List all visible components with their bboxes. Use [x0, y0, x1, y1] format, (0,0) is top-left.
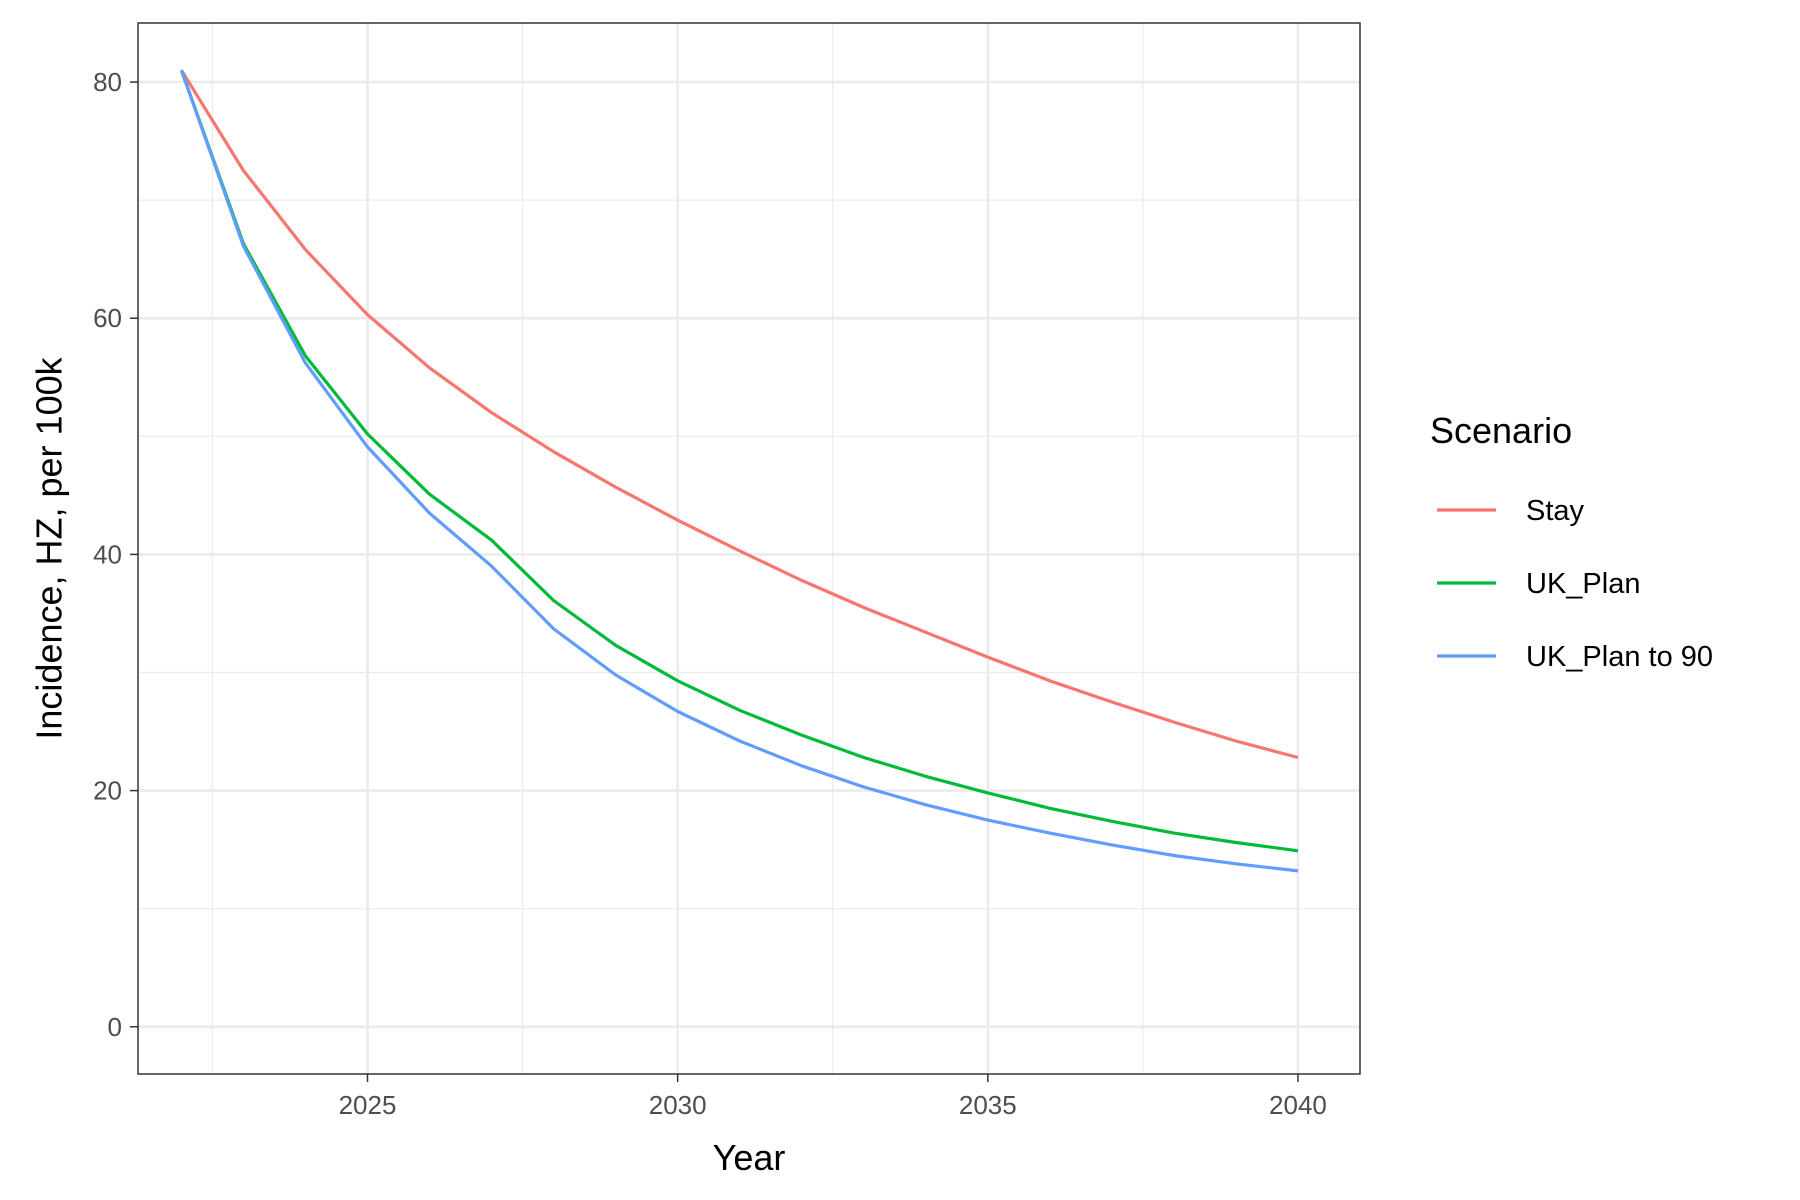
series-line-uk-plan-to-90 [179, 69, 1299, 873]
panel-border [137, 22, 1361, 1075]
y-axis: 0 20 40 60 80 [93, 67, 138, 1042]
grid-major-lines [138, 23, 1360, 1074]
legend: Scenario Stay UK_Plan UK_Plan to 90 [1430, 410, 1713, 673]
y-tick-label: 20 [93, 776, 122, 806]
x-axis-title: Year [713, 1137, 786, 1178]
y-tick-label: 60 [93, 303, 122, 333]
x-tick-label: 2030 [649, 1090, 707, 1120]
grid-minor-lines [138, 23, 1360, 1074]
x-tick-label: 2040 [1269, 1090, 1327, 1120]
legend-label-uk-plan-to-90: UK_Plan to 90 [1526, 641, 1713, 673]
series-line-stay [180, 69, 1299, 760]
y-axis-title: Incidence, HZ, per 100k [29, 356, 70, 739]
legend-label-stay: Stay [1526, 495, 1585, 527]
series-lines [179, 69, 1299, 873]
x-axis: 2025 2030 2035 2040 [339, 1074, 1327, 1120]
legend-items: Stay UK_Plan UK_Plan to 90 [1437, 495, 1713, 673]
x-tick-label: 2035 [959, 1090, 1017, 1120]
x-tick-label: 2025 [339, 1090, 397, 1120]
y-tick-label: 0 [108, 1012, 122, 1042]
y-tick-label: 80 [93, 67, 122, 97]
series-line-uk-plan [179, 69, 1299, 853]
legend-title: Scenario [1430, 410, 1572, 451]
legend-label-uk-plan: UK_Plan [1526, 568, 1640, 600]
y-tick-label: 40 [93, 539, 122, 569]
